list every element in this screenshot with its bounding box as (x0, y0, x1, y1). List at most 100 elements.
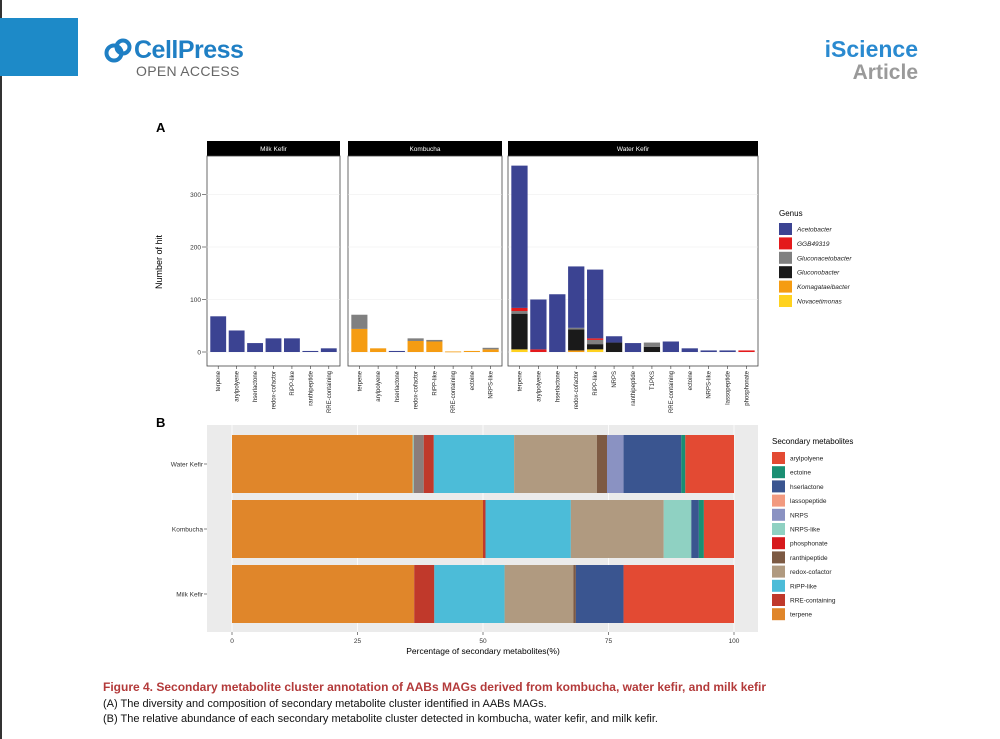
x-tick-label-water-kefir-terpene: terpene (517, 370, 523, 391)
bar-kombucha-ectoine-komagataeibacter (463, 350, 480, 352)
legend-label-nrps: NRPS (790, 512, 809, 519)
b-x-tick-label-25: 25 (354, 638, 362, 645)
legend-label-ripp-like: RiPP-like (790, 583, 817, 590)
bar-water-kefir-rre-containing-acetobacter (662, 341, 679, 352)
legend-label-terpene: terpene (790, 612, 812, 619)
segment-water-kefir-terpene (232, 435, 413, 493)
legend-swatch-ripp-like (772, 579, 785, 592)
x-tick-label-milk-kefir-rre-containing: RRE-containing (327, 371, 333, 413)
bar-water-kefir-redox-cofactor-komagataeibacter (568, 350, 585, 352)
segment-milk-kefir-arylpolyene (623, 565, 734, 623)
x-tick-label-water-kefir-t1pks: T1PKS (650, 371, 656, 390)
segment-water-kefir-hserlactone (623, 435, 682, 493)
facet-title-milk-kefir: Milk Kefir (260, 146, 288, 153)
legend-swatch-ggb49319 (779, 237, 792, 250)
x-tick-label-milk-kefir-ranthipeptide: ranthipeptide (308, 370, 314, 405)
legend-label-lassopeptide: lassopeptide (790, 498, 827, 505)
y-tick-label-200: 200 (190, 245, 201, 252)
bar-water-kefir-nrps-acetobacter (605, 336, 623, 343)
genus-legend-title: Genus (779, 209, 803, 218)
segment-water-kefir-rre-containing (423, 435, 434, 493)
y-tick-label-100: 100 (190, 297, 201, 304)
bar-kombucha-ripp-like-gluconacetobacter (426, 339, 443, 342)
bar-milk-kefir-rre-containing-acetobacter (320, 348, 337, 352)
figure-caption: Figure 4. Secondary metabolite cluster a… (103, 680, 963, 727)
bar-water-kefir-hserlactone-acetobacter (549, 294, 566, 352)
panel-a-y-axis-title: Number of hit (154, 234, 164, 289)
y-tick-label-0: 0 (197, 350, 201, 357)
bar-water-kefir-terpene-acetobacter (511, 165, 528, 308)
bar-water-kefir-lassopeptide-acetobacter (719, 350, 736, 352)
page-edge-line (0, 0, 2, 739)
bar-kombucha-terpene-komagataeibacter (351, 328, 368, 352)
legend-label-arylpolyene: arylpolyene (790, 456, 824, 463)
facet-panel-kombucha (347, 155, 503, 367)
legend-label-phosphonate: phosphonate (790, 541, 828, 548)
panel-a-label: A (156, 120, 166, 135)
legend-label-redox-cofactor: redox-cofactor (790, 569, 832, 576)
legend-swatch-redox-cofactor (772, 565, 785, 578)
panel-b-chart: 0 25 50 75 100 Percentage of secondary metabo… (171, 425, 853, 656)
x-tick-label-water-kefir-arylpolyene: arylpolyene (536, 370, 542, 401)
journal-name: iScience (824, 36, 918, 62)
x-tick-label-kombucha-ectoine: ectoine (470, 370, 476, 390)
legend-label-komagataeibacter: Komagataeibacter (797, 284, 851, 291)
x-tick-label-water-kefir-ranthipeptide: ranthipeptide (631, 370, 637, 405)
bar-milk-kefir-terpene-acetobacter (210, 316, 227, 352)
legend-swatch-hserlactone (772, 480, 785, 493)
publisher-name: CellPress (134, 36, 244, 64)
legend-label-gluconacetobacter: Gluconacetobacter (797, 255, 852, 262)
bar-water-kefir-terpene-gluconacetobacter (511, 311, 528, 314)
x-tick-label-water-kefir-lassopeptide: lassopeptide (726, 370, 732, 404)
x-tick-label-milk-kefir-ripp-like: RiPP-like (290, 370, 296, 395)
header-color-block (0, 18, 78, 76)
b-y-tick-label-water-kefir: Water Kefir (171, 462, 204, 469)
b-x-tick-label-100: 100 (729, 638, 740, 645)
x-tick-label-kombucha-redox-cofactor: redox-cofactor (414, 371, 420, 409)
legend-swatch-arylpolyene (772, 452, 785, 464)
metabolite-legend-title: Secondary metabolites (772, 437, 853, 446)
facet-strip-milk-kefir (207, 141, 340, 156)
bar-water-kefir-t1pks-gluconobacter (643, 346, 661, 352)
b-y-tick-label-kombucha: Kombucha (172, 527, 203, 534)
x-tick-label-water-kefir-ripp-like: RiPP-like (593, 370, 599, 395)
legend-label-ggb49319: GGB49319 (797, 241, 830, 248)
b-x-tick-label-50: 50 (479, 638, 487, 645)
caption-title: Figure 4. Secondary metabolite cluster a… (103, 680, 767, 694)
bar-kombucha-nrps-like-gluconacetobacter (482, 347, 499, 350)
x-tick-label-kombucha-nrps-like: NRPS-like (489, 370, 495, 398)
panel-a-chart: Number of hit 0 100 200 300 Milk Kefir terpene… (154, 141, 852, 413)
b-x-tick-label-75: 75 (605, 638, 613, 645)
facet-strip-water-kefir (508, 141, 758, 156)
legend-swatch-terpene (772, 608, 785, 621)
segment-water-kefir-redox-cofactor (514, 435, 597, 493)
bar-water-kefir-nrps-like-acetobacter (700, 350, 717, 352)
legend-swatch-lassopeptide (772, 494, 785, 507)
legend-swatch-gluconacetobacter (779, 251, 792, 264)
x-tick-label-water-kefir-nrps-like: NRPS-like (707, 370, 713, 398)
open-access-label: OPEN ACCESS (136, 63, 240, 79)
segment-kombucha-nrps-like (663, 500, 692, 558)
legend-swatch-komagataeibacter (779, 280, 792, 293)
x-tick-label-milk-kefir-redox-cofactor: redox-cofactor (272, 371, 278, 409)
segment-kombucha-ectoine (698, 500, 704, 558)
y-tick-label-300: 300 (190, 192, 201, 199)
article-type: Article (852, 61, 918, 84)
x-tick-label-water-kefir-ectoine: ectoine (688, 370, 694, 390)
cellpress-logo: CellPress (104, 36, 244, 65)
x-tick-label-water-kefir-rre-containing: RRE-containing (669, 371, 675, 413)
bar-kombucha-redox-cofactor-gluconacetobacter (407, 338, 424, 341)
x-tick-label-milk-kefir-arylpolyene: arylpolyene (235, 370, 241, 401)
segment-kombucha-rre-containing (483, 500, 486, 558)
segment-milk-kefir-ripp-like (434, 565, 505, 623)
bar-water-kefir-terpene-novacetimonas (511, 349, 528, 352)
bar-kombucha-terpene-gluconacetobacter (351, 314, 368, 329)
b-x-tick-label-0: 0 (230, 638, 234, 645)
facet-title-water-kefir: Water Kefir (617, 146, 650, 153)
segment-water-kefir-arylpolyene (685, 435, 734, 493)
caption-line-a: (A) The diversity and composition of sec… (103, 698, 547, 710)
legend-label-gluconobacter: Gluconobacter (797, 270, 840, 277)
legend-swatch-gluconobacter (779, 266, 792, 279)
legend-label-hserlactone: hserlactone (790, 484, 824, 491)
